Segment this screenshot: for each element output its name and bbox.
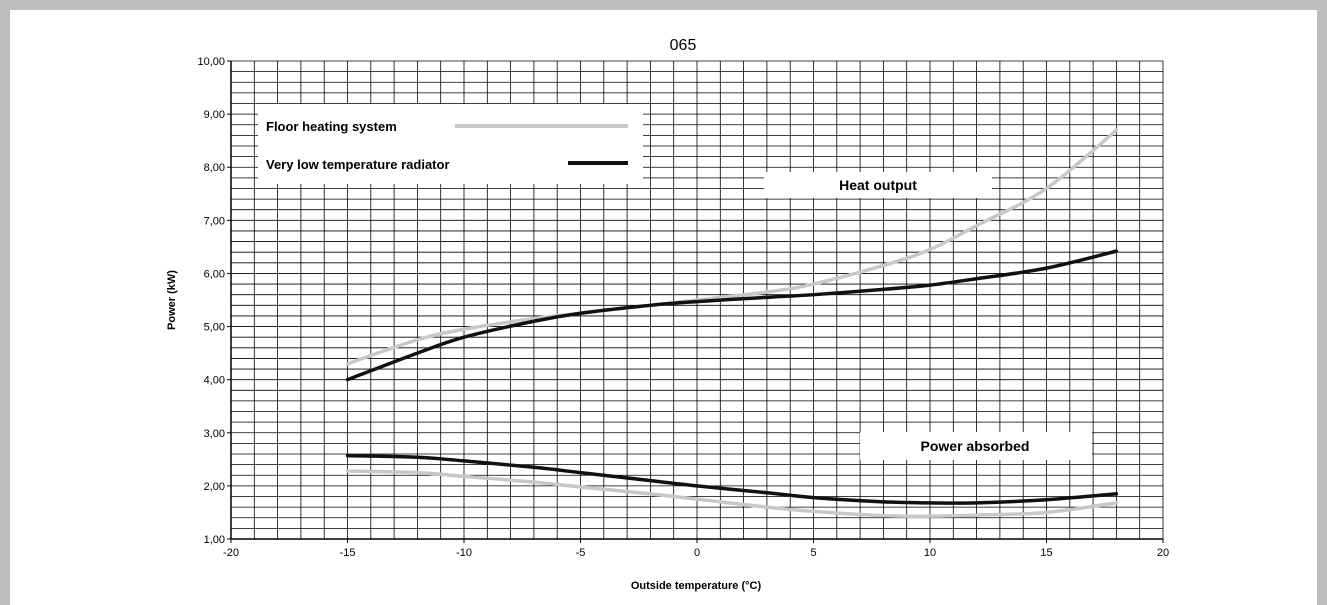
y-tick-label: 5,00 [204, 322, 225, 334]
x-tick-label: -10 [456, 547, 472, 559]
annotation-heat-output-text: Heat output [839, 177, 917, 193]
x-tick-label: -15 [340, 547, 356, 559]
y-axis-title: Power (kW) [166, 270, 178, 330]
y-tick-label: 2,00 [204, 481, 225, 493]
series-line-heat-floor [345, 128, 1119, 366]
y-tick-label: 9,00 [204, 109, 225, 121]
x-tick-label: 20 [1157, 547, 1169, 559]
series-lines [345, 128, 1119, 518]
y-tick-label: 7,00 [204, 215, 225, 227]
legend-label-radiator: Very low temperature radiator [266, 157, 450, 172]
y-tick-label: 4,00 [204, 375, 225, 387]
annotation-power-absorbed-box [860, 432, 1092, 460]
x-tick-label: -20 [223, 547, 239, 559]
axes: -20 -15 -10 -5 0 5 10 15 20 1,00 2,00 3,00 4,00 5,00 6… [197, 56, 1169, 559]
y-tick-label: 10,00 [197, 56, 225, 68]
annotation-heat-output: Heat output [764, 172, 992, 198]
x-axis-title: Outside temperature (°C) [631, 580, 762, 592]
x-tick-label: 10 [924, 547, 936, 559]
x-tick-label: -5 [576, 547, 586, 559]
legend: Floor heating system Very low temperatur… [258, 104, 643, 184]
y-tick-label: 8,00 [204, 162, 225, 174]
y-tick-label: 6,00 [204, 268, 225, 280]
chart-title: 065 [670, 37, 697, 54]
y-tick-label: 1,00 [204, 534, 225, 546]
annotation-power-absorbed-text: Power absorbed [921, 438, 1030, 454]
legend-label-floor: Floor heating system [266, 119, 397, 134]
series-line-absorbed-radiator [345, 453, 1119, 505]
x-tick-label: 0 [694, 547, 700, 559]
y-tick-label: 3,00 [204, 428, 225, 440]
x-tick-label: 5 [810, 547, 816, 559]
legend-box [258, 104, 643, 184]
series-line-heat-radiator [345, 249, 1119, 382]
annotation-heat-output-box [764, 172, 992, 198]
x-tick-label: 15 [1040, 547, 1052, 559]
series-line-absorbed-floor [345, 469, 1119, 518]
annotation-power-absorbed: Power absorbed [860, 432, 1092, 460]
